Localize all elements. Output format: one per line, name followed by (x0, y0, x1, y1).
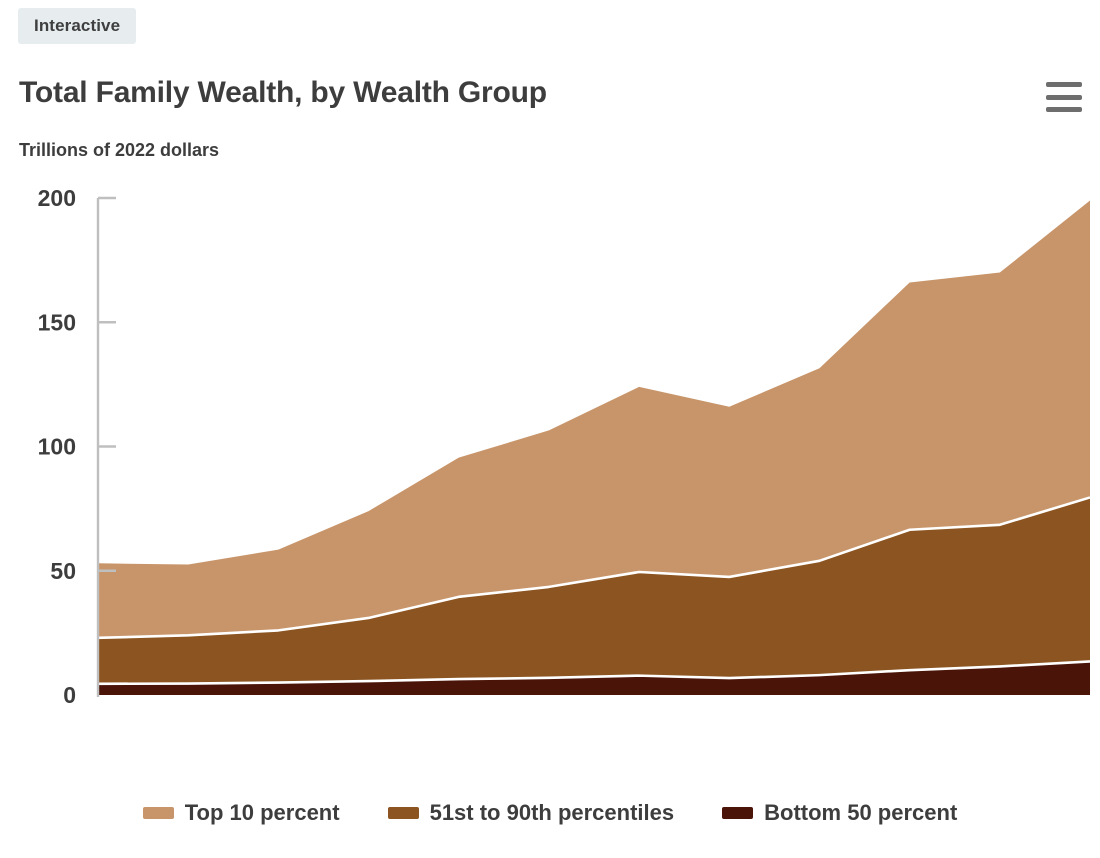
area-series-0 (98, 661, 1090, 695)
series-divider-1 (97, 496, 1090, 640)
interactive-badge: Interactive (18, 8, 137, 44)
y-tick-label-50: 50 (50, 558, 76, 584)
legend-item-mid40[interactable]: 51st to 90th percentiles (387, 800, 675, 826)
y-tick-label-100: 100 (38, 434, 76, 460)
chart-legend: Top 10 percent 51st to 90th percentiles … (0, 800, 1100, 826)
y-tick-label-150: 150 (38, 309, 76, 335)
stacked-area-chart: 0501001502001989199219951998200120042007… (38, 185, 1090, 708)
legend-label-mid40: 51st to 90th percentiles (429, 800, 675, 825)
legend-item-bottom50[interactable]: Bottom 50 percent (722, 800, 957, 826)
page-title: Total Family Wealth, by Wealth Group (19, 76, 547, 109)
y-tick-label-0: 0 (63, 682, 76, 708)
legend-label-top10: Top 10 percent (184, 800, 340, 825)
hamburger-bar-1 (1046, 82, 1082, 87)
area-series-2 (98, 200, 1090, 638)
hamburger-bar-3 (1046, 107, 1082, 112)
area-series-1 (98, 497, 1090, 684)
legend-swatch-bottom50 (722, 807, 754, 819)
hamburger-menu-icon[interactable] (1046, 82, 1082, 112)
hamburger-bar-2 (1046, 94, 1082, 100)
legend-swatch-top10 (142, 807, 174, 819)
legend-item-top10[interactable]: Top 10 percent (142, 800, 340, 826)
legend-label-bottom50: Bottom 50 percent (764, 800, 958, 825)
y-tick-label-200: 200 (38, 185, 76, 211)
chart-subtitle: Trillions of 2022 dollars (19, 140, 220, 160)
chart-plot-area: 0501001502001989199219951998200120042007… (0, 178, 1100, 718)
legend-swatch-mid40 (387, 807, 419, 819)
series-divider-0 (97, 660, 1090, 686)
